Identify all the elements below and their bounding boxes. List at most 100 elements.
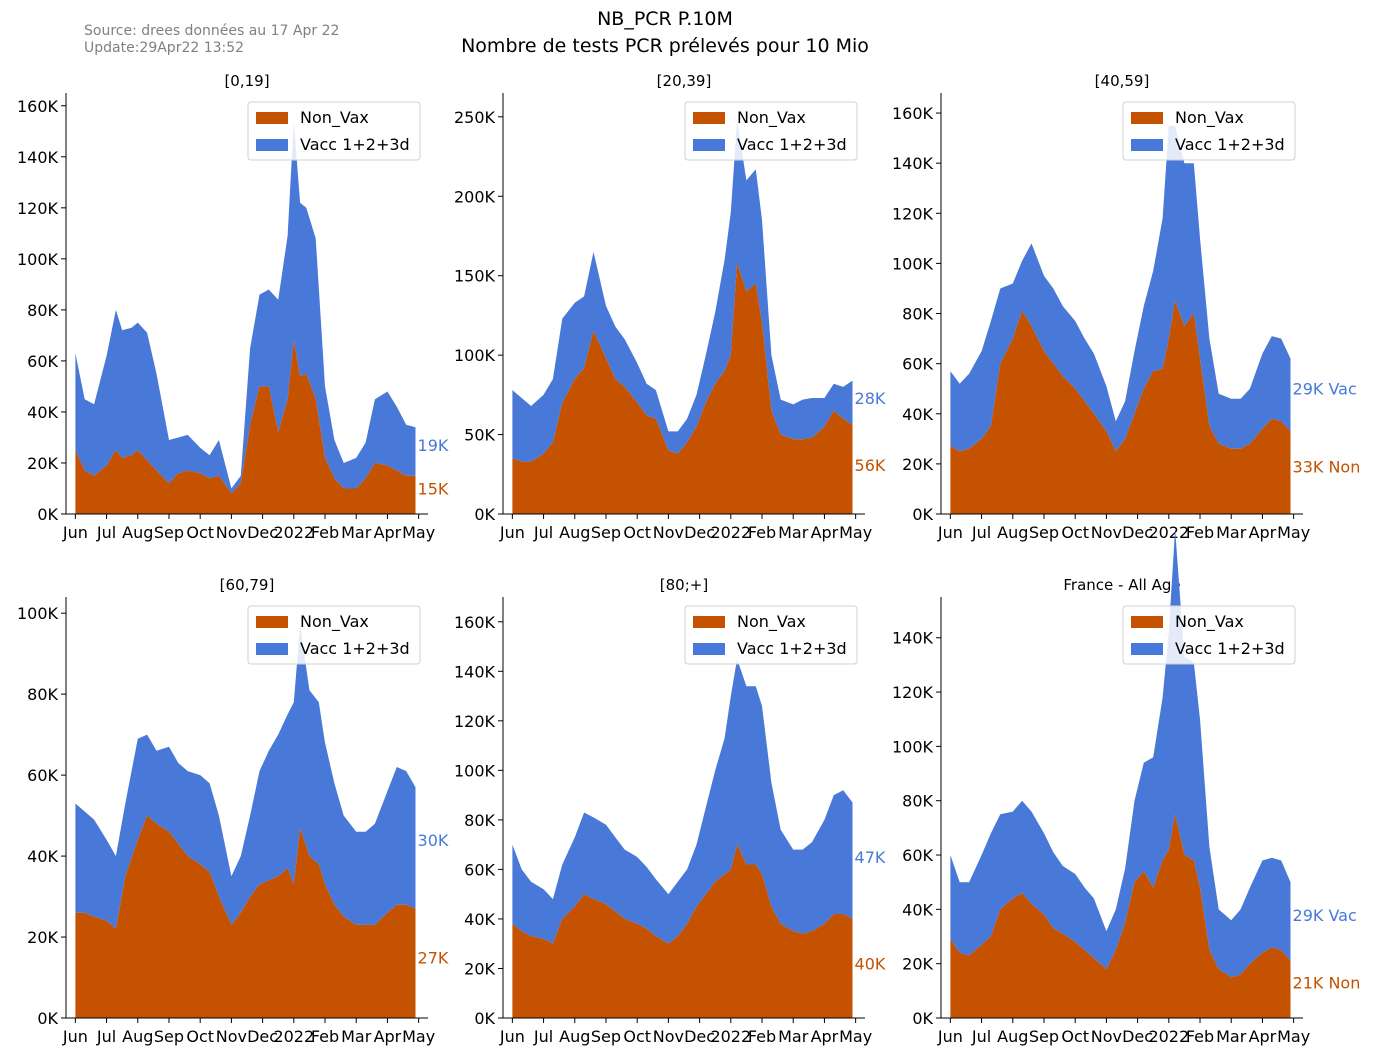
x-tick-label: Sep [154,523,184,542]
y-tick-label: 20K [27,454,58,473]
legend-label: Vacc 1+2+3d [300,135,410,154]
legend-swatch [256,139,288,151]
x-tick-label: Jul [96,523,116,542]
y-tick-label: 160K [892,104,934,123]
y-tick-label: 80K [902,792,933,811]
legend-label: Vacc 1+2+3d [737,135,847,154]
x-tick-label: Jul [971,523,991,542]
legend-label: Vacc 1+2+3d [300,639,410,658]
y-tick-label: 60K [27,766,58,785]
y-tick-label: 0K [912,1009,933,1028]
legend-swatch [256,616,288,628]
y-tick-label: 80K [27,685,58,704]
chart-panels: [0,19] 0K 20K 40K 60K 80K 100K 120K 140K 160K Jun J… [17,72,1360,1046]
x-tick-label: Feb [1186,1027,1214,1046]
x-tick-label: Nov [653,523,684,542]
chart-panel-2: [20,39] 0K 50K 100K 150K 200K 250K Jun Jul Aug Sep… [454,72,886,542]
end-value-label: 28K [855,389,886,408]
x-tick-label: Jun [937,1027,963,1046]
x-tick-label: May [839,523,872,542]
y-tick-label: 80K [27,301,58,320]
figure-title-line1: NB_PCR P.10M [597,8,733,30]
area-series-vacc [75,625,416,929]
x-tick-label: Apr [811,523,839,542]
x-tick-label: Aug [122,1027,153,1046]
x-tick-label: 2022 [710,1027,751,1046]
x-tick-label: Apr [1249,1027,1277,1046]
y-tick-label: 160K [454,613,496,632]
x-tick-label: Oct [623,1027,651,1046]
legend-label: Vacc 1+2+3d [1175,639,1285,658]
x-tick-label: Oct [1061,1027,1089,1046]
x-tick-label: 2022 [273,1027,314,1046]
x-tick-label: May [402,523,435,542]
panel-title: France - All Age [1063,576,1180,594]
y-tick-label: 40K [902,405,933,424]
x-tick-label: 2022 [1148,523,1189,542]
x-tick-label: Feb [748,523,776,542]
x-tick-label: Oct [186,1027,214,1046]
y-tick-label: 120K [892,204,934,223]
chart-panel-4: [60,79] 0K 20K 40K 60K 80K 100K Jun Jul Aug Sep Oct… [17,576,449,1046]
y-tick-label: 120K [892,683,934,702]
x-tick-label: Apr [374,523,402,542]
area-series-non-vax [75,815,416,1018]
legend-box [684,605,858,665]
x-tick-label: Apr [1249,523,1277,542]
y-tick-label: 0K [474,505,495,524]
legend-swatch [1131,112,1163,124]
y-tick-label: 0K [37,1009,58,1028]
y-tick-label: 100K [454,761,496,780]
x-tick-label: Mar [341,1027,372,1046]
x-tick-label: Dec [684,1027,715,1046]
x-tick-label: Aug [997,1027,1028,1046]
y-tick-label: 20K [27,928,58,947]
area-series-vacc [512,120,853,462]
x-tick-label: Mar [778,523,809,542]
legend-swatch [693,112,725,124]
panel-title: [40,59] [1095,72,1150,90]
x-tick-label: Sep [591,523,621,542]
x-tick-label: May [839,1027,872,1046]
x-tick-label: Aug [997,523,1028,542]
legend-label: Vacc 1+2+3d [737,639,847,658]
y-tick-label: 0K [474,1009,495,1028]
y-tick-label: 40K [27,403,58,422]
y-tick-label: 60K [464,860,495,879]
x-tick-label: Sep [591,1027,621,1046]
x-tick-label: Aug [559,523,590,542]
legend-swatch [693,139,725,151]
y-tick-label: 100K [454,346,496,365]
x-tick-label: May [402,1027,435,1046]
legend-swatch [256,112,288,124]
legend-box [684,101,858,161]
end-value-label: 29K Vac [1293,380,1357,399]
area-series-non-vax [512,844,853,1018]
x-tick-label: Sep [1029,1027,1059,1046]
y-tick-label: 40K [902,900,933,919]
y-tick-label: 140K [17,148,59,167]
area-series-vacc [950,125,1291,452]
legend-swatch [256,643,288,655]
x-tick-label: Mar [1216,1027,1247,1046]
x-tick-label: Jul [533,523,553,542]
x-tick-label: Jun [62,523,88,542]
x-tick-label: Feb [748,1027,776,1046]
x-tick-label: Mar [341,523,372,542]
y-tick-label: 100K [17,250,59,269]
x-tick-label: Oct [186,523,214,542]
legend-box [1122,605,1296,665]
y-tick-label: 120K [17,199,59,218]
x-tick-label: Jul [533,1027,553,1046]
y-tick-label: 0K [37,505,58,524]
end-value-label: 29K Vac [1293,906,1357,925]
source-note: Source: drees données au 17 Apr 22 [84,23,339,39]
y-tick-label: 60K [902,846,933,865]
end-value-label: 15K [418,479,449,498]
end-value-label: 19K [418,436,449,455]
y-tick-label: 40K [27,847,58,866]
x-tick-label: Jul [971,1027,991,1046]
legend-swatch [1131,616,1163,628]
legend-label: Non_Vax [1175,108,1244,128]
